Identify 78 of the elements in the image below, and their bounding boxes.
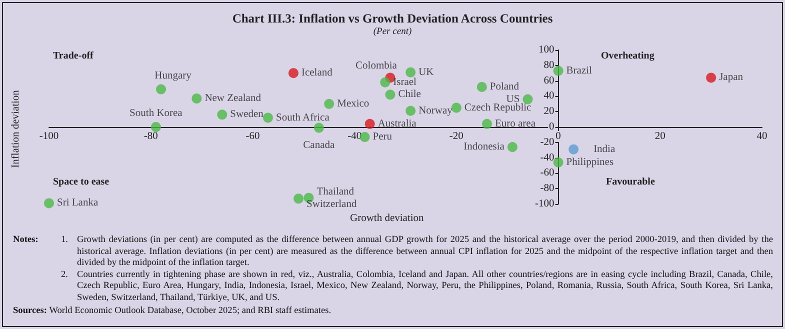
series-label: Chile xyxy=(398,89,422,100)
point xyxy=(553,157,564,168)
y-axis-title: Inflation deviation xyxy=(10,89,22,168)
y-tick-label: 20 xyxy=(544,106,554,118)
point xyxy=(406,67,416,78)
series-label: Poland xyxy=(490,81,520,92)
series-label: India xyxy=(594,144,616,155)
series-label: Canada xyxy=(303,140,335,151)
series-label: Euro area xyxy=(494,118,536,130)
series-label: Peru xyxy=(372,132,393,143)
y-tick-label: -100 xyxy=(535,198,554,210)
point xyxy=(364,118,375,129)
annotation: Overheating xyxy=(601,50,654,62)
series-label: Hungary xyxy=(154,70,192,82)
point xyxy=(380,77,390,88)
annotation: Trade-off xyxy=(53,50,94,62)
point xyxy=(406,106,416,116)
series-label: New Zealand xyxy=(204,93,262,104)
y-tick-label: 40 xyxy=(544,90,554,102)
text: Notes: xyxy=(13,235,40,247)
point xyxy=(192,94,202,104)
y-tick-label: 60 xyxy=(544,75,554,86)
point xyxy=(263,112,273,123)
series-label: Sri Lanka xyxy=(57,198,98,209)
x-tick-label: -80 xyxy=(144,131,158,142)
series-label: Philippines xyxy=(566,156,614,168)
series-label: Japan xyxy=(719,72,744,84)
x-tick-label: 20 xyxy=(654,131,666,142)
text: 2. Countries currently in tightening phase are shown in red, viz., Australia, Colombia, Iceland and Japan. All other countries/regions are in easing cycle including Brazil, Canada, Chile, Czech Republic, Euro Area, Hungary, India, Indonesia, Israel, Mexico, New Zealand, Norway, Peru, the Philippines, Poland, Romania, Russia, South Africa, South Korea, Sri Lanka, Sweden, Switzerland, Thailand, Türkiye, UK, and US. xyxy=(61,270,773,305)
point xyxy=(451,102,462,113)
x-tick-label: -100 xyxy=(39,131,59,142)
series-label: Sweden xyxy=(230,109,264,120)
point xyxy=(314,122,324,133)
point xyxy=(568,144,579,154)
y-tick-label: -80 xyxy=(540,183,554,194)
point xyxy=(150,122,161,132)
x-axis-title: Growth deviation xyxy=(350,213,425,224)
point xyxy=(44,198,54,208)
point xyxy=(553,66,564,76)
point xyxy=(294,194,304,204)
chart-title: Chart III.3: Inflation vs Growth Deviation Across Countries xyxy=(232,12,553,26)
point xyxy=(385,90,396,100)
x-tick-label: -20 xyxy=(449,131,464,142)
annotation: Favourable xyxy=(606,176,656,188)
x-tick-label: -60 xyxy=(246,131,260,142)
series-label: Thailand xyxy=(316,186,355,198)
y-tick-label: -60 xyxy=(540,168,554,179)
point xyxy=(217,110,228,120)
series-label: Mexico xyxy=(337,98,370,110)
point xyxy=(476,82,487,92)
series-label: Australia xyxy=(378,118,417,130)
series-label: Iceland xyxy=(301,68,334,79)
point xyxy=(324,98,334,109)
series-label: Indonesia xyxy=(464,142,505,153)
series-label: UK xyxy=(418,66,434,78)
x-tick-label: 40 xyxy=(756,131,768,142)
chart-subtitle: (Per cent) xyxy=(373,27,412,37)
y-tick-label: 100 xyxy=(538,44,554,56)
series-label: Switzerland xyxy=(306,199,358,210)
annotation: Space to ease xyxy=(53,176,110,188)
text: 1. Growth deviations (in per cent) are computed as the difference between annual GDP growth for 2025 and the historical average over the period 2000-2019, and then divided by the historical average. Inflation deviations (in per cent) are measured as the difference between annual CPI inflation for 2025 and the midpoint of the respective inflation target and then divided by the midpoint of the inflation target. xyxy=(61,235,773,270)
series-label: Colombia xyxy=(356,60,398,72)
y-tick-label: 0 xyxy=(549,122,554,132)
point xyxy=(288,68,298,78)
series-label: Norway xyxy=(418,105,454,116)
series-label: South Korea xyxy=(130,108,183,119)
point xyxy=(507,142,518,152)
series-label: US xyxy=(506,94,520,105)
series-label: Czech Republic xyxy=(464,102,532,114)
point xyxy=(706,72,716,83)
point xyxy=(156,84,166,94)
y-tick-label: -40 xyxy=(540,152,554,164)
series-label: South Africa xyxy=(276,112,330,124)
source-note: Sources: World Economic Outlook Database, October 2025; and RBI staff estimates. xyxy=(13,306,332,318)
point xyxy=(482,118,492,129)
y-tick-label: 80 xyxy=(544,60,554,71)
series-label: Brazil xyxy=(566,65,592,76)
series-label: Israel xyxy=(393,76,417,88)
